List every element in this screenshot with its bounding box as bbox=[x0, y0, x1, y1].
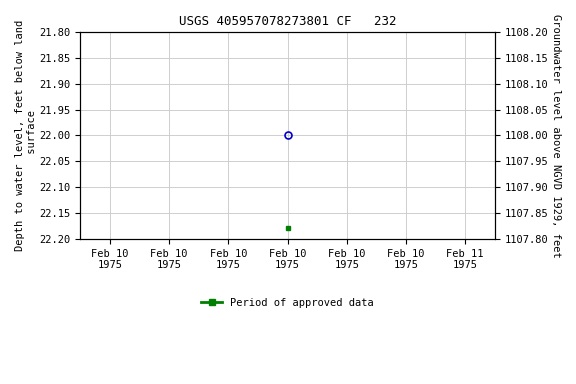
Legend: Period of approved data: Period of approved data bbox=[197, 294, 378, 312]
Y-axis label: Depth to water level, feet below land
 surface: Depth to water level, feet below land su… bbox=[15, 20, 37, 251]
Title: USGS 405957078273801 CF   232: USGS 405957078273801 CF 232 bbox=[179, 15, 396, 28]
Y-axis label: Groundwater level above NGVD 1929, feet: Groundwater level above NGVD 1929, feet bbox=[551, 13, 561, 257]
